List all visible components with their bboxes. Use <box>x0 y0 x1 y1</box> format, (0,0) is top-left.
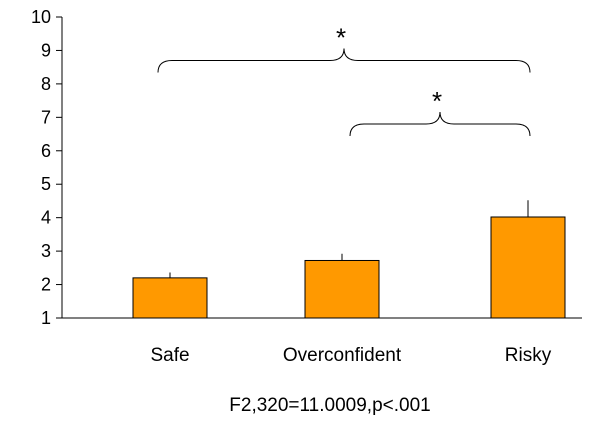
y-tick-label: 8 <box>41 74 51 94</box>
bar <box>304 259 380 319</box>
y-tick-label: 3 <box>41 241 51 261</box>
bars <box>62 200 582 319</box>
y-tick-label: 9 <box>41 40 51 60</box>
y-axis: 1 2 3 4 5 6 7 8 9 10 <box>31 7 63 328</box>
y-tick-label: 4 <box>41 208 51 228</box>
category-label: Overconfident <box>283 345 402 366</box>
y-tick-label: 6 <box>41 141 51 161</box>
x-axis-labels: Safe Overconfident Risky <box>150 345 551 366</box>
bar <box>490 216 566 319</box>
y-tick-label: 2 <box>41 275 51 295</box>
y-tick-label: 7 <box>41 107 51 127</box>
bar <box>132 277 208 319</box>
significance-star: * <box>336 22 346 52</box>
category-label: Safe <box>150 345 189 366</box>
significance-brackets: ** <box>157 22 531 137</box>
significance-star: * <box>432 86 442 116</box>
y-tick-label: 5 <box>41 174 51 194</box>
statistics-footnote: F2,320=11.0009,p<.001 <box>229 395 430 416</box>
y-tick-label: 1 <box>41 308 51 328</box>
category-label: Risky <box>505 345 552 366</box>
y-tick-label: 10 <box>31 7 51 27</box>
significance-brace <box>157 48 531 73</box>
